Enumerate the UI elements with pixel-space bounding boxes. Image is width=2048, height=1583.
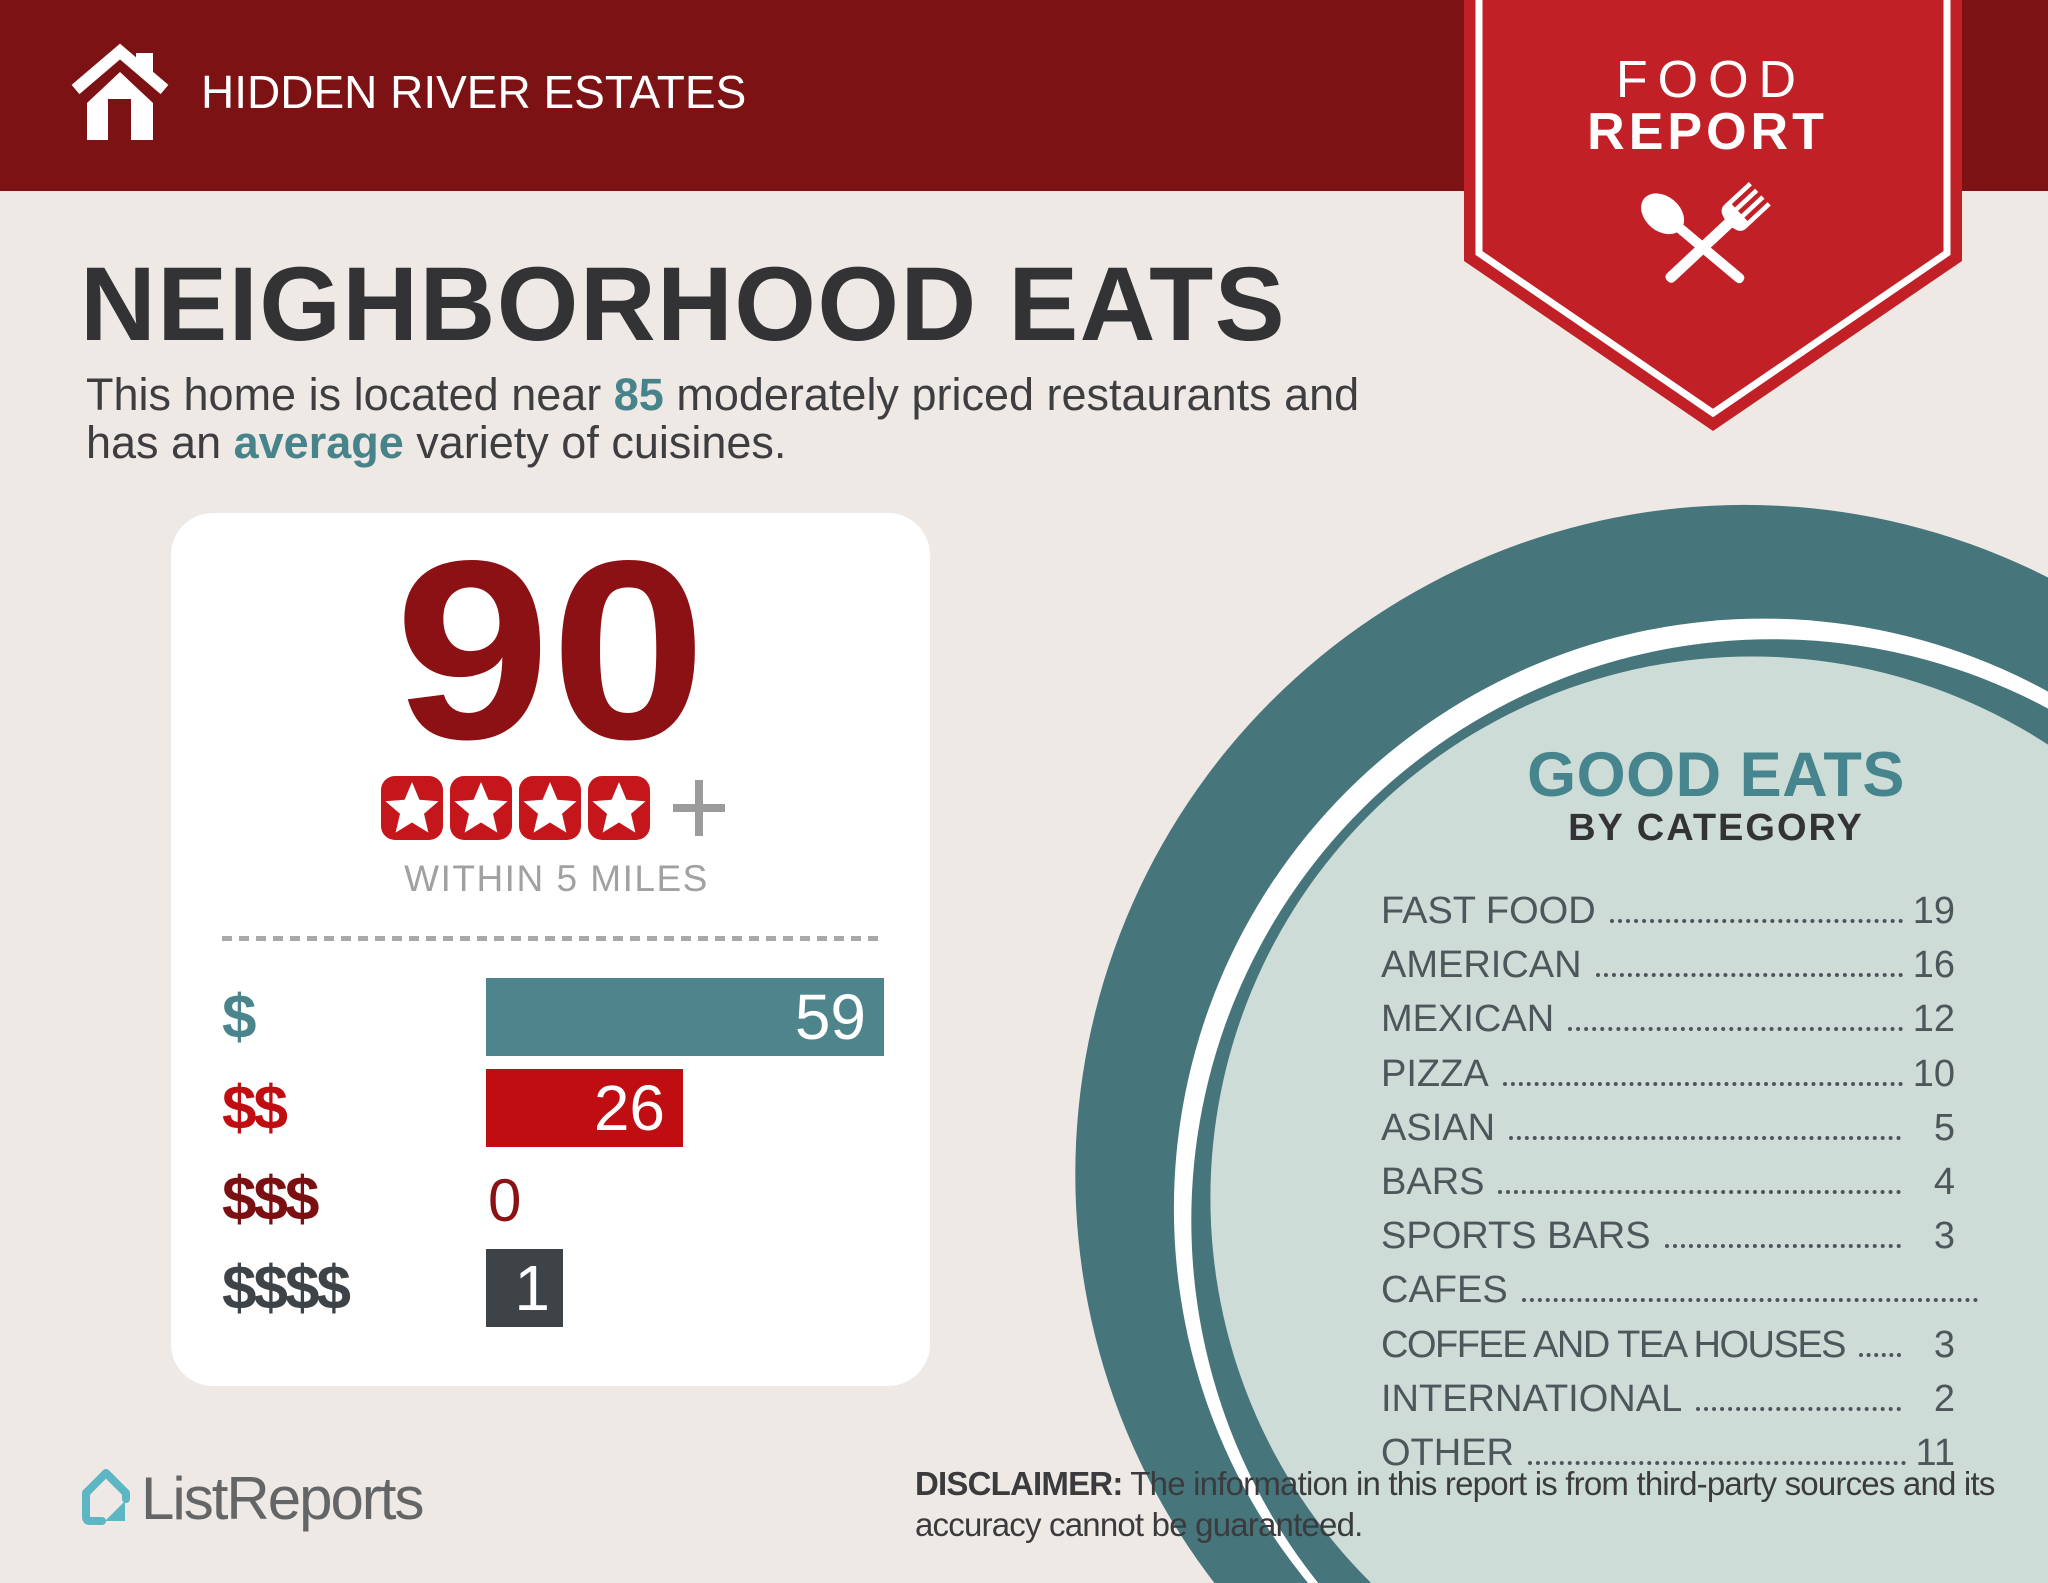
svg-text:FOOD: FOOD xyxy=(1616,51,1806,109)
svg-text:REPORT: REPORT xyxy=(1587,103,1828,161)
